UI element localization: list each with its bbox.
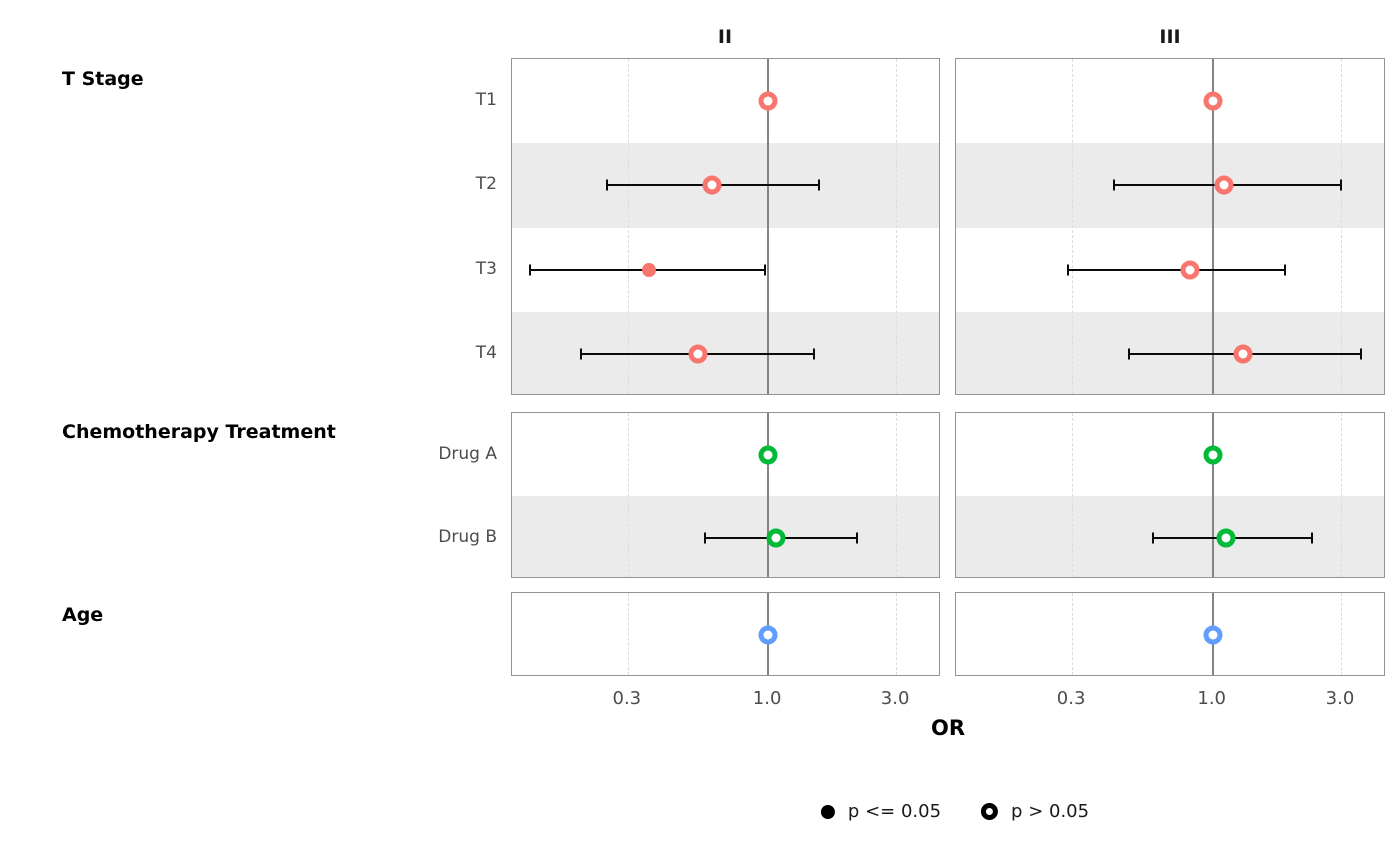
legend-item-nonsignificant: p > 0.05 — [981, 801, 1089, 822]
panel — [511, 592, 940, 676]
panel — [955, 412, 1385, 578]
x-tick-label: 1.0 — [1197, 688, 1227, 709]
point-significant — [642, 262, 657, 277]
error-bar-cap — [579, 348, 582, 360]
gridline — [896, 59, 898, 394]
error-bar-cap — [605, 179, 608, 191]
panel — [511, 412, 940, 578]
gridline — [1341, 413, 1342, 577]
error-bar-cap — [1067, 264, 1070, 276]
gridline — [627, 593, 629, 675]
point — [1203, 625, 1223, 645]
error-bar-cap — [1128, 348, 1131, 360]
point — [758, 625, 778, 645]
gridline — [1341, 59, 1342, 394]
reference-line — [767, 59, 770, 394]
x-tick-label: 3.0 — [1325, 688, 1355, 709]
reference-line — [1211, 59, 1214, 394]
error-bar-cap — [1113, 179, 1116, 191]
column-title-stage-ii: II — [717, 26, 733, 48]
gridline — [896, 413, 898, 577]
point — [758, 91, 778, 111]
panel — [955, 58, 1385, 395]
point — [1216, 528, 1236, 547]
point — [766, 528, 786, 547]
row-label: Drug A — [438, 443, 497, 464]
row-label: T2 — [475, 174, 497, 195]
point — [1203, 445, 1223, 464]
point — [702, 175, 722, 195]
error-bar-cap — [812, 348, 815, 360]
error-bar-cap — [1359, 348, 1362, 360]
point — [1233, 344, 1253, 364]
error-bar-cap — [1152, 532, 1155, 543]
filled-circle-icon — [820, 804, 835, 819]
gridline — [1072, 593, 1074, 675]
point — [1180, 260, 1200, 280]
point — [758, 445, 778, 464]
reference-line — [767, 413, 770, 577]
legend-item-significant: p <= 0.05 — [820, 801, 942, 822]
gridline — [1341, 593, 1342, 675]
column-title-stage-iii: III — [1159, 26, 1181, 48]
x-tick-label: 3.0 — [880, 688, 910, 709]
gridline — [1072, 59, 1074, 394]
error-bar-cap — [856, 532, 859, 543]
open-circle-icon — [981, 803, 999, 820]
point — [1214, 175, 1234, 195]
point — [1203, 91, 1223, 111]
error-bar-cap — [818, 179, 821, 191]
x-tick-label: 0.3 — [612, 688, 642, 709]
gridline — [1072, 413, 1074, 577]
row-label: Drug B — [438, 526, 497, 547]
gridline — [627, 413, 629, 577]
error-bar-cap — [703, 532, 706, 543]
group-label-chemotherapy-treatment: Chemotherapy Treatment — [62, 421, 336, 443]
legend: p <= 0.05 p > 0.05 — [820, 801, 1089, 822]
group-label-t-stage: T Stage — [62, 68, 144, 90]
error-bar-cap — [1311, 532, 1314, 543]
x-axis-label: OR — [930, 716, 966, 740]
error-bar-cap — [529, 264, 532, 276]
error-bar-cap — [763, 264, 766, 276]
group-label-age: Age — [62, 604, 104, 626]
error-bar — [1068, 268, 1285, 271]
row-label: T4 — [475, 342, 497, 363]
panel — [511, 58, 940, 395]
panel — [955, 592, 1385, 676]
x-tick-label: 0.3 — [1056, 688, 1086, 709]
reference-line — [1211, 413, 1214, 577]
error-bar-cap — [1340, 179, 1342, 191]
legend-label-nonsignificant: p > 0.05 — [1011, 801, 1090, 822]
point — [688, 344, 708, 364]
gridline — [627, 59, 629, 394]
error-bar-cap — [1283, 264, 1286, 276]
row-label: T1 — [475, 90, 497, 111]
row-label: T3 — [475, 258, 497, 279]
x-tick-label: 1.0 — [752, 688, 782, 709]
gridline — [896, 593, 898, 675]
legend-label-significant: p <= 0.05 — [847, 801, 942, 822]
